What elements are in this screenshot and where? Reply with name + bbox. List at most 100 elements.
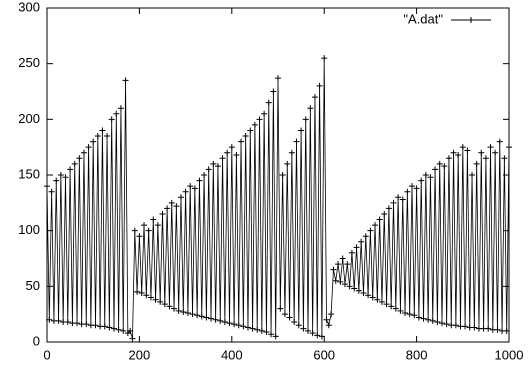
point	[131, 227, 138, 234]
y-tick-label: 0	[33, 333, 40, 348]
point	[106, 324, 113, 331]
point	[221, 318, 228, 325]
point	[247, 127, 254, 134]
point	[305, 327, 312, 334]
point	[462, 323, 469, 330]
point	[425, 316, 432, 323]
point	[265, 99, 272, 106]
point	[175, 307, 182, 314]
point	[187, 183, 194, 190]
point	[196, 177, 203, 184]
point	[83, 321, 90, 328]
point	[492, 149, 499, 156]
point	[351, 285, 358, 292]
point	[399, 196, 406, 203]
point	[471, 324, 478, 331]
point	[385, 205, 392, 212]
point	[346, 283, 353, 290]
point	[57, 172, 64, 178]
series-line	[46, 58, 510, 339]
point	[272, 333, 279, 340]
point	[432, 166, 439, 173]
point	[395, 194, 402, 201]
x-tick-label: 600	[313, 347, 335, 362]
point	[113, 110, 120, 117]
point	[314, 332, 321, 339]
point	[219, 155, 226, 162]
point	[309, 330, 316, 337]
point	[284, 160, 291, 167]
point	[413, 185, 420, 192]
point	[145, 227, 152, 234]
point	[256, 116, 263, 123]
point	[152, 296, 159, 303]
legend-point	[468, 17, 474, 23]
point	[191, 185, 198, 192]
point	[127, 327, 134, 334]
point	[302, 116, 309, 123]
point	[136, 233, 143, 240]
point	[415, 314, 422, 321]
point	[362, 233, 369, 240]
point	[198, 313, 205, 320]
point	[482, 155, 489, 162]
point	[337, 278, 344, 285]
point	[231, 321, 238, 328]
point	[254, 326, 261, 333]
point	[321, 55, 328, 62]
point	[194, 312, 201, 319]
point	[404, 188, 411, 195]
point	[214, 163, 221, 170]
point	[473, 160, 480, 167]
point	[378, 298, 385, 305]
point	[92, 322, 99, 329]
point	[235, 322, 242, 329]
point	[392, 305, 399, 312]
point	[325, 322, 332, 329]
point	[383, 301, 390, 308]
x-tick-label: 1000	[495, 347, 524, 362]
point	[53, 177, 60, 184]
point	[408, 183, 415, 190]
point	[117, 105, 124, 112]
point	[355, 287, 362, 294]
point	[501, 155, 508, 162]
point	[201, 172, 208, 178]
point	[275, 75, 281, 82]
point	[360, 290, 367, 297]
point	[445, 155, 452, 162]
point	[376, 216, 383, 223]
point	[418, 177, 425, 184]
point	[381, 210, 388, 217]
point	[341, 281, 348, 288]
point	[420, 315, 427, 322]
point	[104, 133, 111, 140]
point	[263, 328, 270, 335]
point	[180, 308, 187, 315]
legend-label: "A.dat"	[403, 11, 443, 26]
point	[328, 311, 335, 318]
y-tick-label: 200	[18, 111, 40, 126]
point	[288, 149, 295, 156]
point	[411, 312, 418, 319]
point	[110, 325, 117, 332]
point	[147, 294, 154, 301]
point	[164, 205, 171, 212]
x-tick-label: 400	[221, 347, 243, 362]
point	[233, 151, 240, 158]
point	[212, 316, 219, 323]
point	[441, 163, 448, 170]
point	[85, 144, 92, 151]
point	[184, 310, 191, 317]
y-tick-label: 100	[18, 222, 40, 237]
point	[353, 244, 360, 251]
point	[270, 88, 277, 95]
point	[240, 323, 247, 330]
point	[115, 326, 122, 333]
point	[459, 144, 466, 151]
point	[46, 316, 53, 323]
point	[369, 294, 376, 301]
point	[94, 133, 101, 140]
point	[434, 318, 441, 325]
y-tick-label: 300	[18, 0, 40, 14]
